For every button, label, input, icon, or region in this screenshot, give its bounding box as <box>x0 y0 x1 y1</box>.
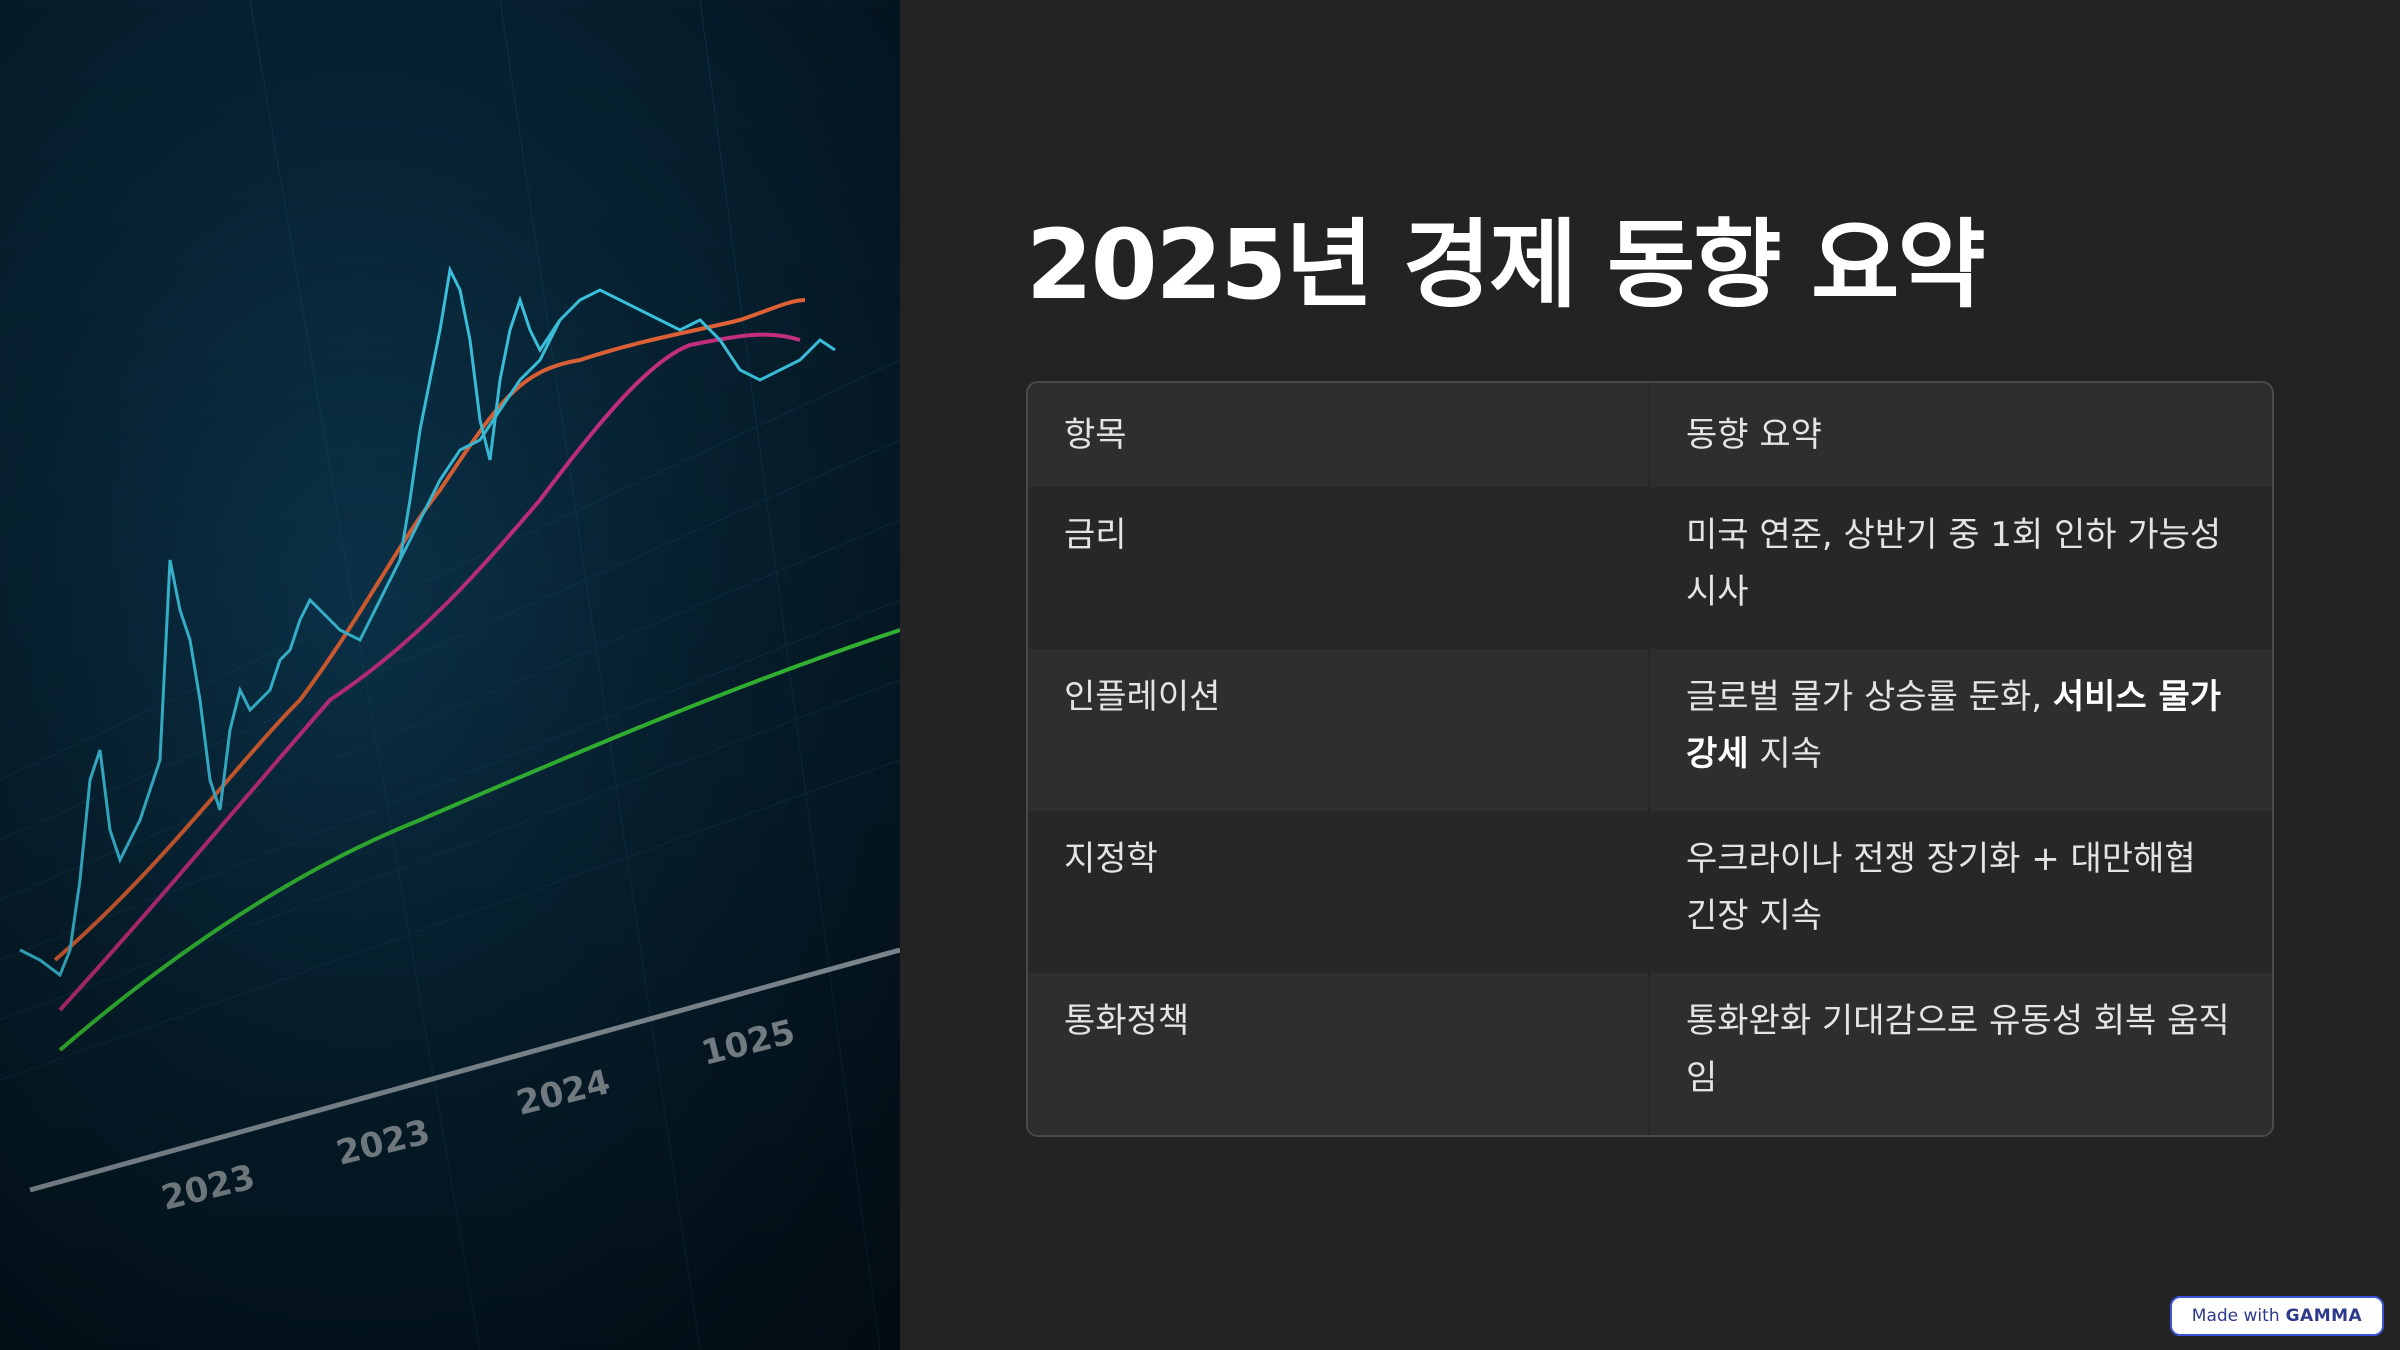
table-header-row: 항목 동향 요약 <box>1028 383 2272 487</box>
row-item-inflation: 인플레이션 <box>1028 649 1650 811</box>
table-row: 금리 미국 연준, 상반기 중 1회 인하 가능성 시사 <box>1028 487 2272 649</box>
row-item-interest-rate: 금리 <box>1028 487 1650 649</box>
summary-text: 글로벌 물가 상승률 둔화, <box>1686 677 2053 717</box>
slide-content: 2025년 경제 동향 요약 항목 동향 요약 금리 미국 연준, 상반기 중 … <box>1026 200 2276 1137</box>
hero-stock-chart-image: 2023 2023 2024 1025 <box>0 0 900 1350</box>
gamma-logo: GAMMA <box>2285 1306 2363 1326</box>
stock-chart-illustration: 2023 2023 2024 1025 <box>0 0 900 1350</box>
trend-table: 항목 동향 요약 금리 미국 연준, 상반기 중 1회 인하 가능성 시사 인플… <box>1026 381 2274 1137</box>
table-row: 지정학 우크라이나 전쟁 장기화 + 대만해협 긴장 지속 <box>1028 811 2272 973</box>
row-summary-inflation: 글로벌 물가 상승률 둔화, 서비스 물가 강세 지속 <box>1650 649 2272 811</box>
slide-title: 2025년 경제 동향 요약 <box>1026 209 1986 321</box>
row-summary-geopolitics: 우크라이나 전쟁 장기화 + 대만해협 긴장 지속 <box>1686 839 2196 936</box>
header-cell-item: 항목 <box>1028 383 1650 487</box>
header-cell-summary: 동향 요약 <box>1686 415 1822 455</box>
made-with-gamma-badge[interactable]: Made with GAMMA <box>2170 1296 2384 1336</box>
summary-text: 지속 <box>1748 734 1822 774</box>
badge-prefix: Made with <box>2191 1306 2280 1326</box>
row-item-geopolitics: 지정학 <box>1028 811 1650 973</box>
table-row: 인플레이션 글로벌 물가 상승률 둔화, 서비스 물가 강세 지속 <box>1028 649 2272 811</box>
row-summary-interest-rate: 미국 연준, 상반기 중 1회 인하 가능성 시사 <box>1686 515 2222 612</box>
summary-emphasis: 서비스 물가 강세 <box>1686 677 2222 774</box>
row-item-monetary-policy: 통화정책 <box>1028 973 1650 1135</box>
table-row: 통화정책 통화완화 기대감으로 유동성 회복 움직임 <box>1028 973 2272 1135</box>
row-summary-monetary-policy: 통화완화 기대감으로 유동성 회복 움직임 <box>1686 1001 2230 1098</box>
